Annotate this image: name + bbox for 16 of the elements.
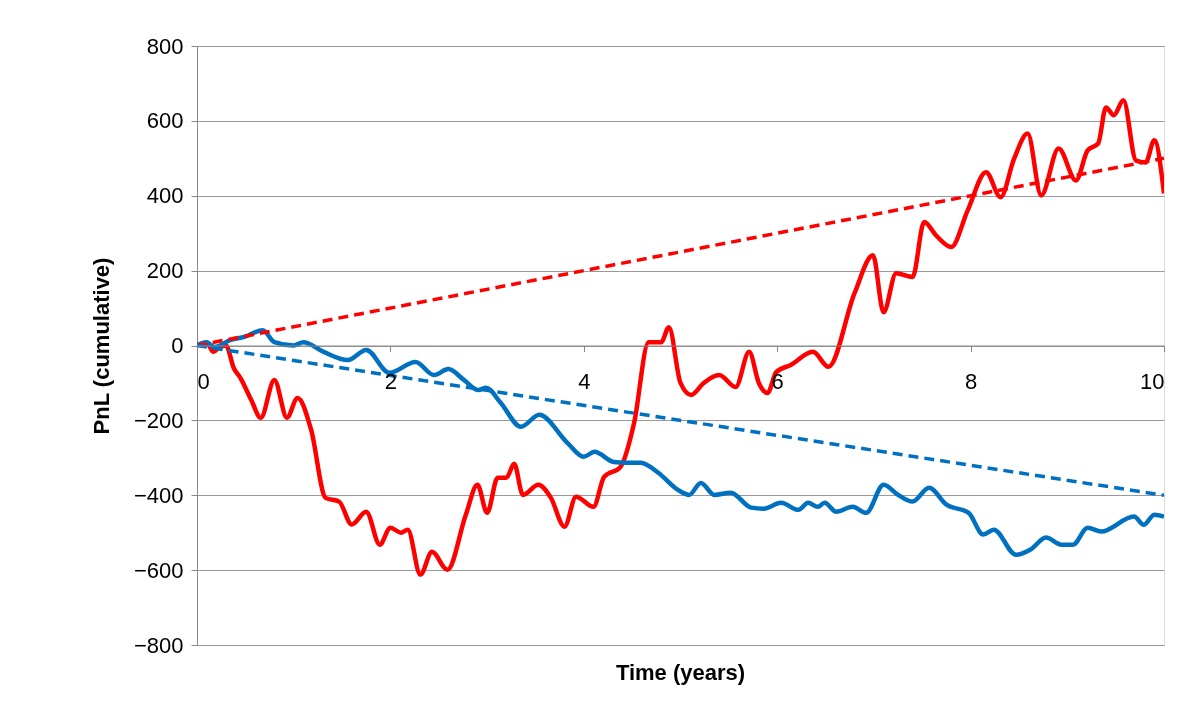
x-tick-label: 4	[578, 369, 591, 394]
y-tick-label: 200	[146, 258, 184, 284]
y-tick-label: 0	[171, 333, 184, 358]
y-tick-label: −600	[133, 557, 184, 583]
y-axis-title: PnL (cumulative)	[88, 257, 114, 435]
x-tick-label: 0	[197, 369, 210, 394]
y-tick-label: −200	[133, 407, 184, 433]
x-axis-title: Time (years)	[615, 660, 746, 685]
y-tick-label: −800	[133, 632, 184, 658]
y-tick-label: −400	[133, 482, 184, 508]
y-tick-label: 800	[146, 33, 184, 59]
y-tick-label: 600	[146, 108, 184, 134]
x-tick-label: 10	[1140, 369, 1165, 394]
x-tick-label: 2	[384, 369, 398, 394]
y-tick-label: 400	[146, 183, 184, 209]
x-tick-label: 8	[964, 369, 978, 394]
